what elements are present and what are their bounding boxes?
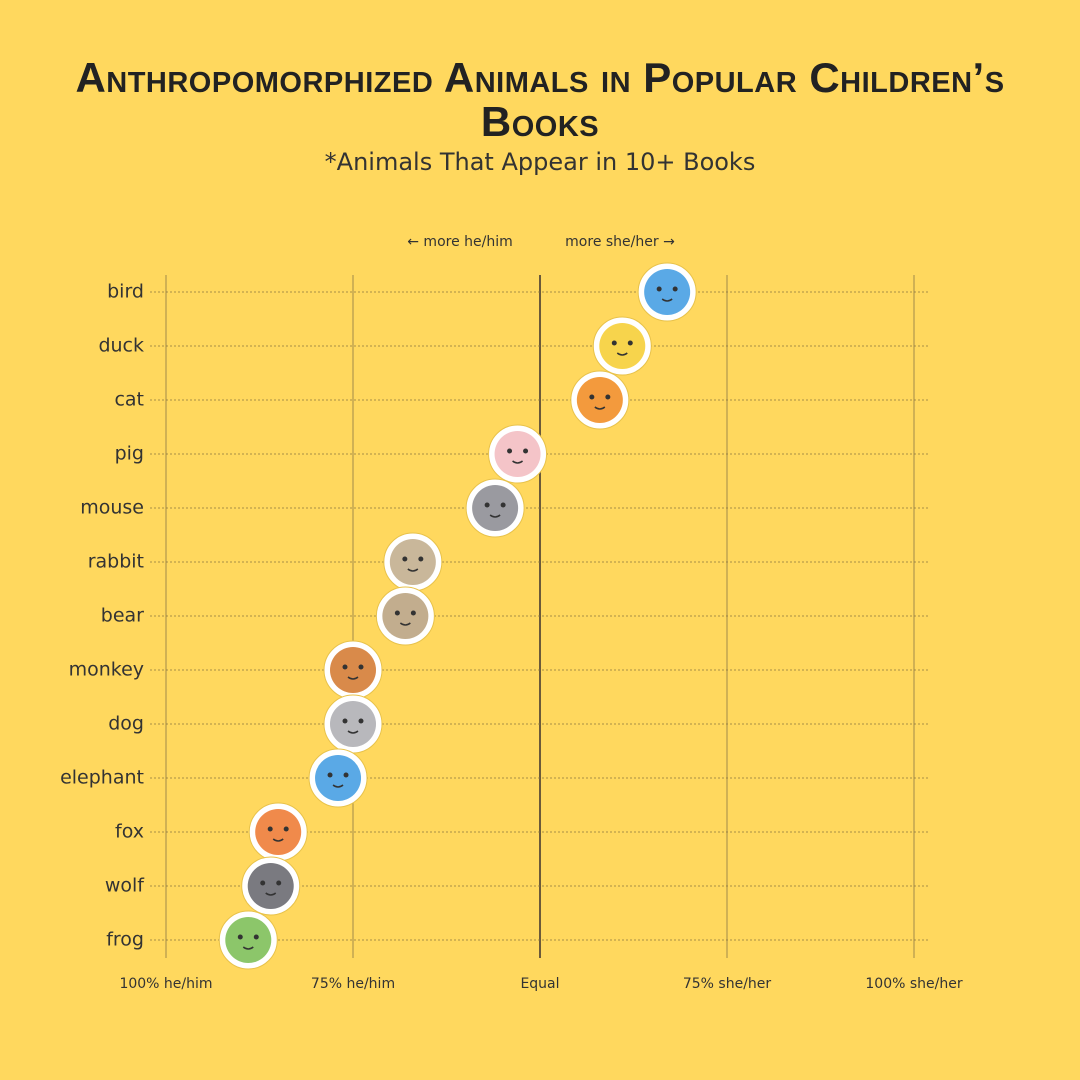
animal-icon [241, 856, 301, 916]
icon-eye [589, 394, 595, 400]
icon-face [330, 701, 376, 747]
animal-icon [383, 532, 443, 592]
icon-eye [611, 340, 617, 346]
icon-mouth [272, 838, 284, 842]
y-tick-label: wolf [105, 875, 145, 897]
icon-mouth [407, 568, 419, 572]
icon-eye [418, 556, 424, 562]
icon-mouth [661, 298, 673, 302]
icon-face [330, 647, 376, 693]
icon-eye [484, 502, 490, 508]
icon-eye [358, 718, 364, 724]
y-tick-label: pig [115, 443, 144, 465]
icon-mouth [332, 784, 344, 788]
animal-icon [637, 262, 697, 322]
y-tick-label: bear [101, 605, 144, 627]
x-tick-label: 75% she/her [683, 976, 772, 992]
icon-face [225, 917, 272, 963]
y-tick-label: bird [107, 281, 144, 303]
icon-mouth [347, 730, 359, 734]
icon-mouth [347, 676, 359, 680]
icon-mouth [616, 352, 628, 356]
icon-face [494, 431, 541, 477]
icon-eye [260, 880, 266, 886]
icon-eye [358, 664, 364, 670]
y-tick-label: cat [114, 389, 144, 411]
x-tick-label: 100% she/her [865, 976, 962, 992]
chart-subtitle: *Animals That Appear in 10+ Books [324, 148, 756, 176]
animal-icon [323, 694, 383, 754]
animal-icon [218, 910, 278, 970]
icon-mouth [489, 514, 501, 518]
icon-eye [627, 340, 633, 346]
annotation: ← more he/him [407, 234, 513, 250]
icon-eye [605, 394, 611, 400]
x-tick-label: 75% he/him [311, 976, 395, 992]
y-tick-label: mouse [80, 497, 144, 519]
icon-mouth [594, 406, 606, 410]
icon-face [255, 809, 302, 855]
y-tick-label: monkey [69, 659, 144, 681]
animal-icon [592, 316, 652, 376]
icon-mouth [399, 622, 411, 626]
icon-eye [342, 664, 348, 670]
icon-eye [672, 286, 678, 292]
icon-eye [237, 934, 243, 940]
animal-icon [570, 370, 630, 430]
icon-eye [394, 610, 400, 616]
icon-eye [523, 448, 529, 454]
icon-eye [343, 772, 349, 778]
y-tick-label: duck [98, 335, 144, 357]
icon-face [389, 539, 436, 585]
icon-eye [267, 826, 273, 832]
y-tick-label: frog [106, 929, 144, 951]
animal-icon [465, 478, 525, 538]
icon-eye [327, 772, 333, 778]
animal-icon [308, 748, 368, 808]
animal-icon [375, 586, 435, 646]
y-tick-label: fox [115, 821, 144, 843]
icon-eye [276, 880, 282, 886]
icon-face [644, 269, 691, 315]
icon-eye [500, 502, 506, 508]
icon-face [315, 755, 362, 801]
y-tick-label: rabbit [88, 551, 144, 573]
icon-face [576, 377, 623, 423]
icon-face [382, 593, 429, 639]
annotation: more she/her → [565, 234, 675, 250]
animal-icon [488, 424, 548, 484]
icon-eye [507, 448, 513, 454]
icon-mouth [512, 460, 524, 464]
icon-eye [283, 826, 289, 832]
animal-icon [248, 802, 308, 862]
chart-title: Anthropomorphized Animals in Popular Chi… [75, 54, 1005, 145]
icon-mouth [265, 892, 277, 896]
icon-face [472, 485, 519, 531]
icon-eye [253, 934, 259, 940]
icon-face [599, 323, 646, 369]
y-tick-label: dog [108, 713, 144, 735]
x-tick-label: 100% he/him [119, 976, 212, 992]
icon-eye [410, 610, 416, 616]
icon-face [247, 863, 294, 909]
y-tick-label: elephant [60, 767, 144, 789]
icon-eye [656, 286, 662, 292]
icon-mouth [242, 946, 254, 950]
icon-eye [402, 556, 408, 562]
x-tick-label: Equal [520, 976, 559, 992]
icon-eye [342, 718, 348, 724]
animal-icon [323, 640, 383, 700]
